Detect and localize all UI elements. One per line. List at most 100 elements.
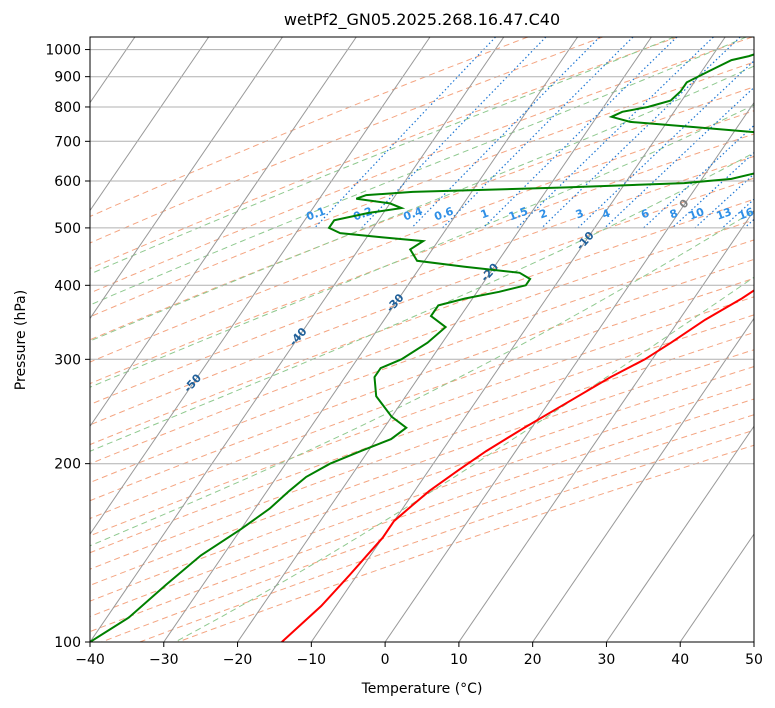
dry-adiabat (90, 219, 754, 465)
mixing-ratio-label: 2 (537, 207, 549, 222)
y-tick-label: 100 (54, 635, 81, 651)
x-tick-label: 50 (745, 652, 763, 668)
mixing-ratio-line (541, 37, 741, 229)
mixing-ratio-line (361, 37, 547, 229)
isotherm-label: -20 (478, 260, 501, 284)
dry-adiabat (90, 133, 754, 385)
isotherm-labels: -50-40-30-20-100 (181, 197, 692, 395)
isotherm (753, 641, 754, 642)
x-tick-label: −20 (223, 652, 253, 668)
mixing-ratio-label: 4 (600, 206, 612, 221)
mixing-ratio-line (314, 37, 497, 229)
isotherm (0, 37, 61, 642)
dry-adiabat (90, 198, 754, 446)
isotherm (384, 101, 754, 642)
series-lines (90, 53, 754, 642)
mixing-ratio-line (577, 60, 754, 229)
mixing-ratio-line (442, 37, 634, 229)
temperature-line (281, 289, 754, 642)
x-tick-label: 30 (598, 652, 616, 668)
dry-adiabat (90, 37, 678, 270)
dry-adiabat (90, 239, 754, 484)
mixing-ratio-label: 3 (574, 207, 586, 222)
y-tick-label: 200 (54, 457, 81, 473)
dry-adiabat (90, 37, 753, 294)
isotherm (90, 37, 431, 535)
mixing-ratio-label: 0.4 (402, 204, 425, 223)
moist-adiabat (90, 152, 754, 452)
background-lines (0, 37, 775, 642)
y-axis: 100 200 300 400 500 600 700 800 900 1000 (45, 43, 90, 651)
mixing-ratio-label: 16 (737, 205, 756, 223)
y-tick-label: 800 (54, 100, 81, 116)
dry-adiabat (90, 366, 754, 602)
dry-adiabat (90, 37, 529, 218)
y-tick-label: 300 (54, 352, 81, 368)
isotherm (90, 37, 357, 428)
dry-adiabat (90, 37, 603, 244)
y-axis-title: Pressure (hPa) (13, 290, 29, 390)
dry-adiabat (90, 258, 754, 502)
y-tick-label: 1000 (45, 43, 81, 59)
x-tick-label: −30 (149, 652, 179, 668)
x-axis: −40 −30 −20 −10 0 10 20 30 40 50 (75, 642, 763, 668)
y-tick-label: 600 (54, 174, 81, 190)
mixing-ratio-line (769, 37, 775, 228)
chart-title: wetPf2_GN05.2025.268.16.47.C40 (284, 10, 560, 30)
mixing-ratio-label: 13 (715, 205, 734, 222)
dry-adiabat (90, 277, 754, 520)
mixing-ratio-label: 6 (639, 206, 651, 221)
dry-adiabat (90, 382, 754, 618)
dry-adiabat (90, 110, 754, 363)
moist-adiabat (174, 276, 754, 642)
x-tick-label: 20 (524, 652, 542, 668)
x-tick-label: −40 (75, 652, 105, 668)
dry-adiabat (90, 61, 754, 318)
moist-adiabat (90, 104, 754, 388)
isotherm (90, 37, 505, 642)
plot-frame (89, 36, 755, 643)
mixing-ratio-label: 0.1 (305, 205, 328, 224)
dewpoint-line (90, 53, 754, 642)
isotherm (237, 37, 652, 642)
x-tick-label: −10 (297, 652, 327, 668)
mixing-ratio-label: 10 (687, 205, 706, 223)
dry-adiabat (177, 444, 754, 642)
isotherm-label: -30 (384, 291, 407, 315)
isotherm (605, 425, 754, 642)
mixing-ratio-label: 8 (668, 207, 680, 222)
isotherm (532, 317, 754, 642)
mixing-ratio-line (516, 37, 714, 229)
y-tick-label: 500 (54, 221, 81, 237)
y-tick-label: 700 (54, 134, 81, 150)
dry-adiabat (90, 177, 754, 426)
dry-adiabat (90, 86, 754, 341)
x-tick-label: 40 (671, 652, 689, 668)
isotherm-label: -50 (181, 371, 204, 395)
mixing-ratio-label: 1.5 (507, 205, 530, 224)
x-tick-label: 10 (450, 652, 468, 668)
dry-adiabat (90, 314, 754, 554)
dry-adiabat (90, 331, 754, 570)
moist-adiabat (90, 65, 754, 342)
dry-adiabat (90, 155, 754, 406)
mixing-ratio-line (643, 124, 754, 229)
mixing-ratio-label: 1 (479, 207, 491, 222)
isotherm (90, 37, 283, 320)
isotherm-label: -10 (574, 229, 597, 253)
moist-adiabat (90, 37, 675, 275)
mixing-ratio-line (411, 37, 601, 229)
isotherm (458, 209, 754, 642)
y-tick-label: 400 (54, 278, 81, 294)
dry-adiabat (90, 296, 754, 537)
dry-adiabat (90, 349, 754, 586)
dry-adiabat (139, 429, 754, 642)
moist-adiabat (90, 210, 754, 547)
isotherm (163, 37, 579, 642)
isotherm (90, 37, 210, 212)
isotherm (679, 533, 754, 642)
mixing-ratio-label: 0.6 (433, 204, 456, 223)
y-tick-label: 900 (54, 70, 81, 86)
moist-adiabat (90, 37, 747, 306)
